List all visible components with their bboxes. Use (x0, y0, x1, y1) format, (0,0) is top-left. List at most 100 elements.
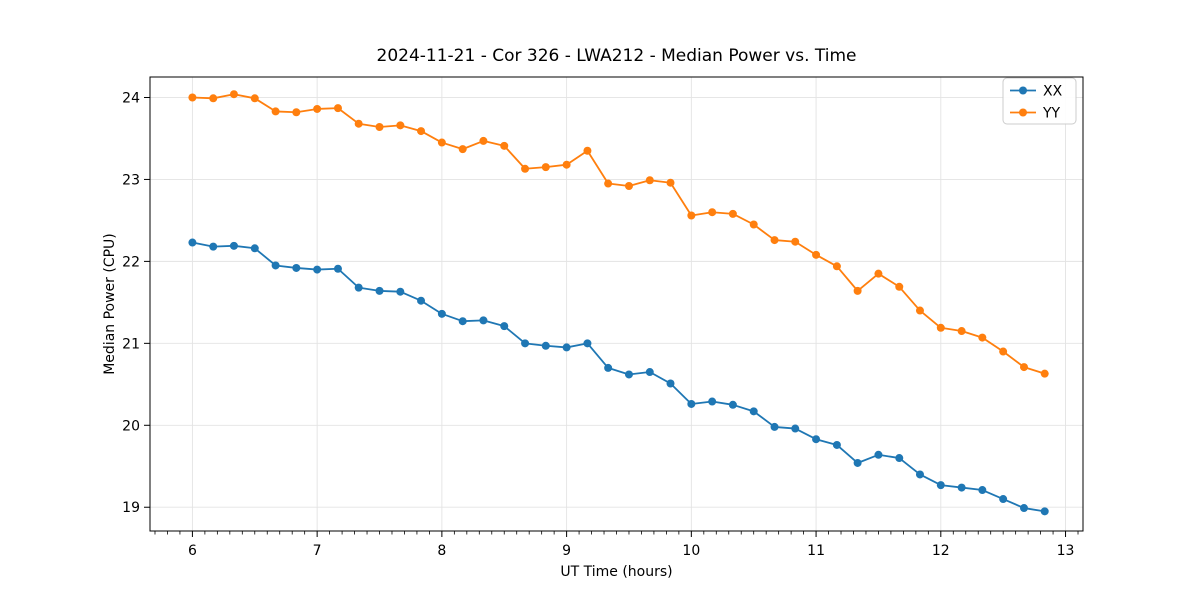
series-marker-XX (1020, 504, 1028, 513)
series-marker-XX (791, 424, 800, 433)
y-tick-label: 20 (122, 418, 140, 434)
series-marker-YY (271, 107, 280, 116)
series-marker-XX (832, 440, 841, 449)
series-marker-XX (604, 363, 613, 372)
series-marker-YY (188, 93, 197, 102)
x-tick-label: 13 (1057, 543, 1075, 559)
series-marker-YY (229, 90, 238, 99)
series-marker-XX (687, 399, 696, 408)
series-marker-YY (500, 141, 509, 150)
series-marker-YY (313, 104, 322, 113)
series-marker-YY (645, 176, 654, 185)
series-marker-YY (770, 236, 779, 245)
legend-label-YY: YY (1042, 106, 1061, 122)
series-marker-YY (895, 282, 904, 291)
series-marker-YY (479, 136, 488, 145)
series-marker-XX (292, 263, 301, 272)
series-marker-YY (874, 269, 883, 278)
series-marker-YY (604, 179, 613, 188)
x-axis-label: UT Time (hours) (560, 564, 673, 580)
series-marker-XX (209, 242, 218, 251)
series-marker-YY (915, 306, 924, 315)
y-tick-label: 23 (122, 172, 140, 188)
series-marker-YY (521, 164, 530, 173)
series-marker-YY (458, 145, 467, 154)
series-marker-YY (354, 119, 363, 128)
series-marker-XX (624, 370, 633, 379)
series-marker-YY (832, 262, 841, 271)
series-marker-YY (250, 94, 259, 103)
series-marker-XX (375, 286, 384, 295)
y-tick-label: 21 (122, 336, 140, 352)
series-marker-XX (250, 244, 259, 253)
series-marker-XX (666, 379, 675, 388)
series-marker-XX (812, 435, 821, 444)
series-marker-XX (999, 495, 1008, 504)
series-line-XX (191, 241, 1046, 513)
series-marker-YY (749, 220, 758, 229)
series-marker-YY (812, 250, 821, 259)
series-marker-XX (541, 341, 550, 350)
series-marker-XX (749, 407, 758, 416)
y-axis-label: Median Power (CPU) (102, 233, 118, 375)
series-marker-XX (188, 238, 197, 247)
series-marker-XX (396, 287, 405, 296)
series-line-YY (191, 93, 1046, 375)
series-marker-XX (708, 397, 717, 406)
series-marker-YY (687, 211, 696, 220)
series-marker-YY (999, 347, 1008, 356)
series-marker-YY (583, 146, 592, 155)
series-marker-YY (624, 181, 633, 190)
x-tick-label: 11 (807, 543, 825, 559)
y-tick-label: 19 (122, 500, 140, 516)
y-tick-label: 22 (122, 254, 140, 270)
series-marker-YY (396, 121, 405, 130)
series-marker-XX (333, 264, 342, 273)
series-marker-YY (791, 237, 800, 246)
series-marker-XX (521, 339, 530, 348)
series-marker-YY (853, 286, 862, 295)
series-marker-XX (500, 322, 509, 331)
series-marker-XX (458, 317, 467, 326)
series-marker-YY (728, 209, 737, 218)
series-marker-YY (978, 333, 987, 342)
series-marker-XX (936, 481, 945, 490)
series-marker-YY (957, 327, 966, 336)
series-marker-XX (313, 265, 322, 274)
series-marker-YY (292, 108, 301, 117)
series-marker-XX (645, 368, 654, 377)
series-marker-YY (708, 208, 717, 217)
series-marker-YY (437, 138, 446, 147)
series-marker-XX (874, 450, 883, 459)
series-marker-XX (728, 400, 737, 409)
legend-marker-YY (1019, 108, 1027, 117)
series-marker-YY (562, 160, 571, 169)
series-marker-YY (1040, 369, 1049, 378)
series-marker-XX (562, 343, 571, 352)
series-marker-XX (957, 483, 966, 492)
x-tick-label: 8 (437, 543, 446, 559)
x-tick-label: 10 (682, 543, 700, 559)
x-tick-label: 9 (562, 543, 571, 559)
series-marker-XX (479, 316, 488, 325)
series-marker-XX (895, 454, 904, 463)
x-tick-label: 6 (188, 543, 197, 559)
series-marker-XX (978, 486, 987, 495)
legend (1002, 77, 1077, 125)
series-marker-XX (853, 458, 862, 467)
series-marker-XX (417, 296, 426, 305)
series-marker-YY (209, 94, 218, 103)
series-marker-XX (583, 339, 592, 348)
x-tick-label: 7 (313, 543, 322, 559)
plot-frame (149, 76, 1084, 532)
series-marker-XX (229, 241, 238, 250)
series-marker-YY (936, 323, 945, 332)
series-marker-YY (333, 104, 342, 113)
y-tick-label: 24 (122, 90, 140, 106)
series-marker-XX (1040, 507, 1049, 516)
series-marker-XX (354, 283, 363, 292)
series-marker-XX (437, 309, 446, 318)
series-marker-YY (541, 163, 550, 172)
